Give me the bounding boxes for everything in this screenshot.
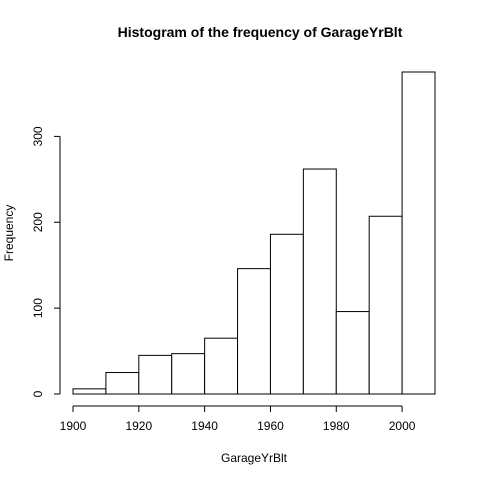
x-tick-label-1940: 1940: [191, 419, 218, 433]
y-tick-label-100: 100: [31, 298, 45, 318]
histogram-bar-1900: [72, 388, 107, 395]
x-tick-label-1920: 1920: [125, 419, 152, 433]
histogram-bar-1970: [302, 168, 337, 395]
x-tick-label-1960: 1960: [257, 419, 284, 433]
histogram-bar-1950: [237, 268, 271, 395]
histogram-bar-1940: [204, 337, 239, 395]
histogram-bar-1910: [105, 372, 140, 395]
histogram-bar-1960: [269, 233, 304, 395]
x-tick-label-1900: 1900: [60, 419, 87, 433]
histogram-bar-1990: [368, 215, 403, 395]
x-axis-label: GarageYrBlt: [221, 451, 288, 465]
y-tick-label-300: 300: [31, 126, 45, 146]
bars-group: [72, 71, 436, 395]
histogram-bar-2000: [401, 71, 436, 395]
histogram-bar-1920: [138, 354, 173, 395]
x-axis: 1900 1920 1940 1960 1980 2000: [60, 405, 416, 433]
y-axis: 0 100 200 300: [31, 126, 61, 397]
y-tick-label-0: 0: [31, 390, 45, 397]
y-axis-label: Frequency: [2, 205, 16, 262]
y-tick-label-200: 200: [31, 212, 45, 232]
chart-title: Histogram of the frequency of GarageYrBl…: [118, 24, 403, 40]
x-tick-label-2000: 2000: [389, 419, 416, 433]
x-tick-label-1980: 1980: [323, 419, 350, 433]
histogram-bar-1980: [335, 311, 370, 395]
histogram-bar-1930: [171, 353, 206, 395]
